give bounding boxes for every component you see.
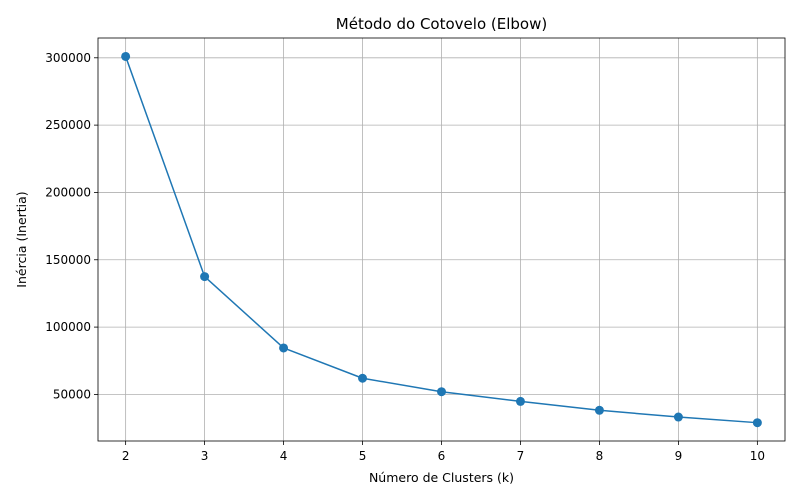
x-tick-label: 6	[438, 449, 446, 463]
x-tick-label: 4	[280, 449, 288, 463]
data-point	[121, 51, 131, 61]
y-tick-label: 200000	[45, 185, 91, 199]
series	[121, 51, 762, 428]
y-tick-label: 300000	[45, 51, 91, 65]
x-tick-label: 8	[596, 449, 604, 463]
data-point	[673, 412, 683, 422]
x-tick-label: 5	[359, 449, 367, 463]
y-axis-label: Inércia (Inertia)	[14, 191, 29, 287]
x-tick-label: 3	[201, 449, 209, 463]
x-axis-ticks: 2 3 4 5 6 7 8 9 10	[122, 441, 765, 463]
x-axis-label: Número de Clusters (k)	[369, 470, 514, 485]
plot-frame	[97, 37, 786, 442]
grid	[98, 38, 785, 441]
y-tick-label: 250000	[45, 118, 91, 132]
data-point	[515, 396, 525, 406]
data-point	[279, 343, 289, 353]
data-point	[200, 272, 210, 282]
y-tick-label: 100000	[45, 320, 91, 334]
chart-title: Método do Cotovelo (Elbow)	[336, 15, 547, 33]
y-tick-label: 50000	[53, 387, 91, 401]
data-point	[358, 373, 368, 383]
y-tick-label: 150000	[45, 253, 91, 267]
x-tick-label: 9	[675, 449, 683, 463]
y-axis-ticks: 50000 100000 150000 200000 250000 300000	[45, 51, 98, 401]
x-tick-label: 2	[122, 449, 130, 463]
x-tick-label: 10	[750, 449, 765, 463]
data-point	[752, 418, 762, 428]
data-point	[437, 387, 446, 397]
x-tick-label: 7	[517, 449, 525, 463]
data-point	[594, 405, 604, 415]
